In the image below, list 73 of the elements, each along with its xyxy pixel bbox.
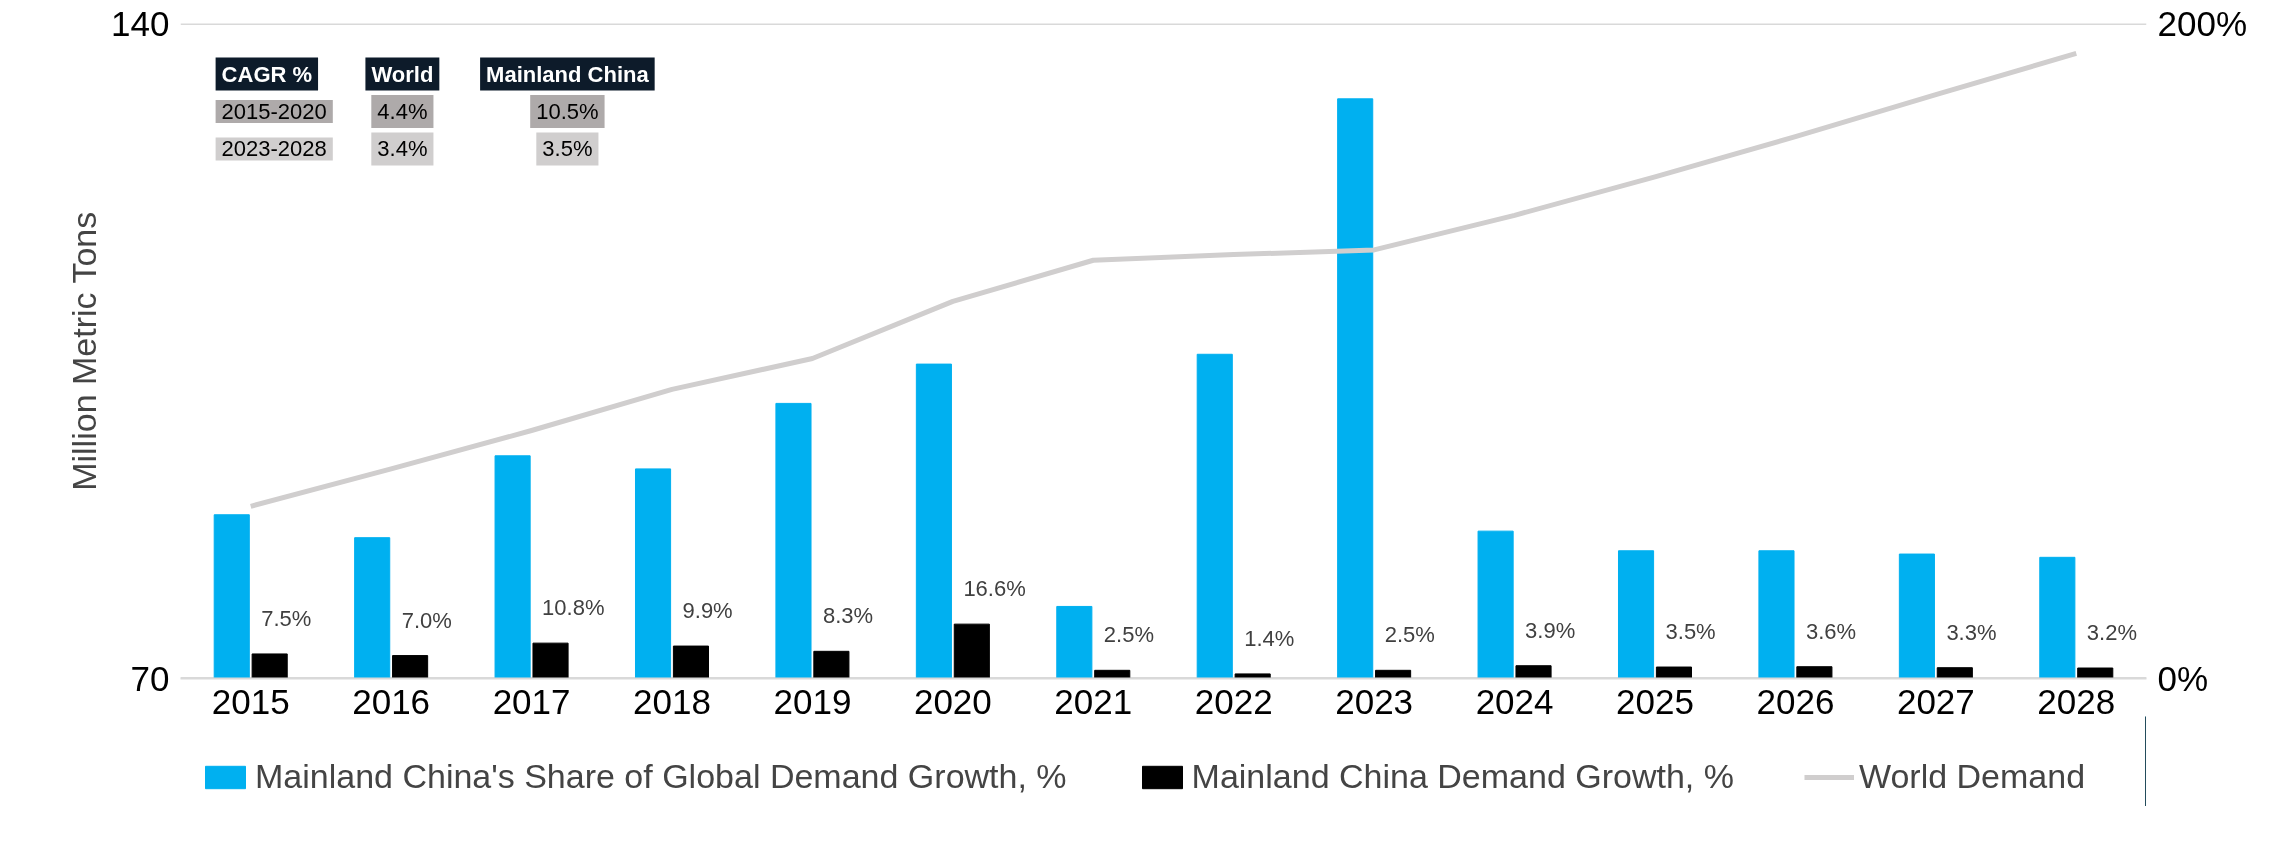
bar	[213, 514, 250, 679]
bar	[1515, 665, 1552, 679]
bar	[634, 468, 672, 679]
x-tick-label: 2015	[211, 681, 290, 721]
legend-label: Mainland China Demand Growth, %	[1191, 757, 1734, 796]
bar	[392, 655, 429, 679]
data-label: 3.5%	[1665, 619, 1716, 645]
annotation: World	[371, 61, 434, 87]
bar	[251, 653, 288, 679]
bar	[1936, 667, 1973, 679]
data-label: 2.5%	[1103, 622, 1154, 648]
annotation: 10.5%	[536, 98, 599, 124]
x-tick-label: 2025	[1616, 681, 1694, 721]
legend-label: World Demand	[1858, 757, 2086, 796]
y-axis-title: Million Metric Tons	[65, 211, 104, 491]
x-tick-label: 2021	[1054, 681, 1133, 721]
bar	[1898, 553, 1935, 679]
annotation: 4.4%	[377, 98, 428, 124]
bar	[1758, 550, 1795, 679]
bar	[1056, 605, 1093, 679]
annotation: 3.5%	[542, 136, 593, 162]
data-label: 2.5%	[1384, 622, 1435, 648]
bar	[1617, 550, 1655, 679]
data-label: 10.8%	[542, 595, 605, 621]
bar	[775, 402, 812, 679]
data-label: 3.6%	[1805, 618, 1857, 644]
data-label: 7.0%	[401, 607, 452, 633]
x-tick-label: 2017	[492, 681, 571, 721]
data-label: 3.3%	[1946, 619, 1997, 645]
data-label: 7.5%	[261, 606, 312, 632]
bar	[1196, 353, 1233, 679]
bar	[1655, 666, 1693, 679]
bar	[1337, 98, 1374, 679]
x-tick-label: 2024	[1475, 681, 1554, 721]
data-label: 3.2%	[2086, 620, 2137, 646]
bar	[354, 537, 391, 679]
x-tick-label: 2026	[1756, 681, 1835, 721]
bar	[2077, 667, 2114, 679]
bar	[1094, 669, 1131, 679]
legend-label: Mainland China's Share of Global Demand Growth, %	[255, 757, 1067, 796]
x-tick-label: 2027	[1896, 681, 1975, 721]
data-label: 8.3%	[822, 603, 874, 629]
annotation: Mainland China	[486, 61, 650, 87]
data-label: 1.4%	[1244, 625, 1295, 651]
bar	[915, 363, 952, 679]
y2-tick-label: 200%	[2157, 4, 2248, 43]
annotation: 2015-2020	[221, 98, 327, 124]
bar	[494, 455, 531, 679]
bar	[813, 650, 850, 679]
bar	[1477, 530, 1514, 679]
annotation: CAGR %	[221, 61, 313, 87]
bar	[1234, 673, 1271, 679]
x-tick-label: 2022	[1194, 681, 1273, 721]
x-tick-label: 2020	[913, 681, 992, 721]
y2-tick-label: 0%	[2157, 659, 2209, 698]
x-tick-label: 2028	[2037, 681, 2116, 721]
data-label: 3.9%	[1525, 617, 1576, 643]
x-tick-label: 2023	[1335, 681, 1414, 721]
annotation: 2023-2028	[221, 136, 327, 162]
bar	[672, 645, 710, 679]
bar	[953, 623, 990, 679]
data-label: 16.6%	[963, 576, 1026, 602]
bar	[532, 642, 569, 679]
y-tick-label: 140	[111, 3, 170, 43]
annotation: 3.4%	[377, 136, 428, 162]
bar	[2039, 556, 2076, 679]
x-tick-label: 2016	[352, 681, 431, 721]
y-tick-label: 70	[130, 658, 170, 698]
bar	[1796, 666, 1833, 679]
data-label: 9.9%	[682, 598, 733, 624]
x-tick-label: 2019	[773, 681, 852, 721]
x-tick-label: 2018	[633, 681, 711, 721]
bar	[1375, 669, 1412, 679]
